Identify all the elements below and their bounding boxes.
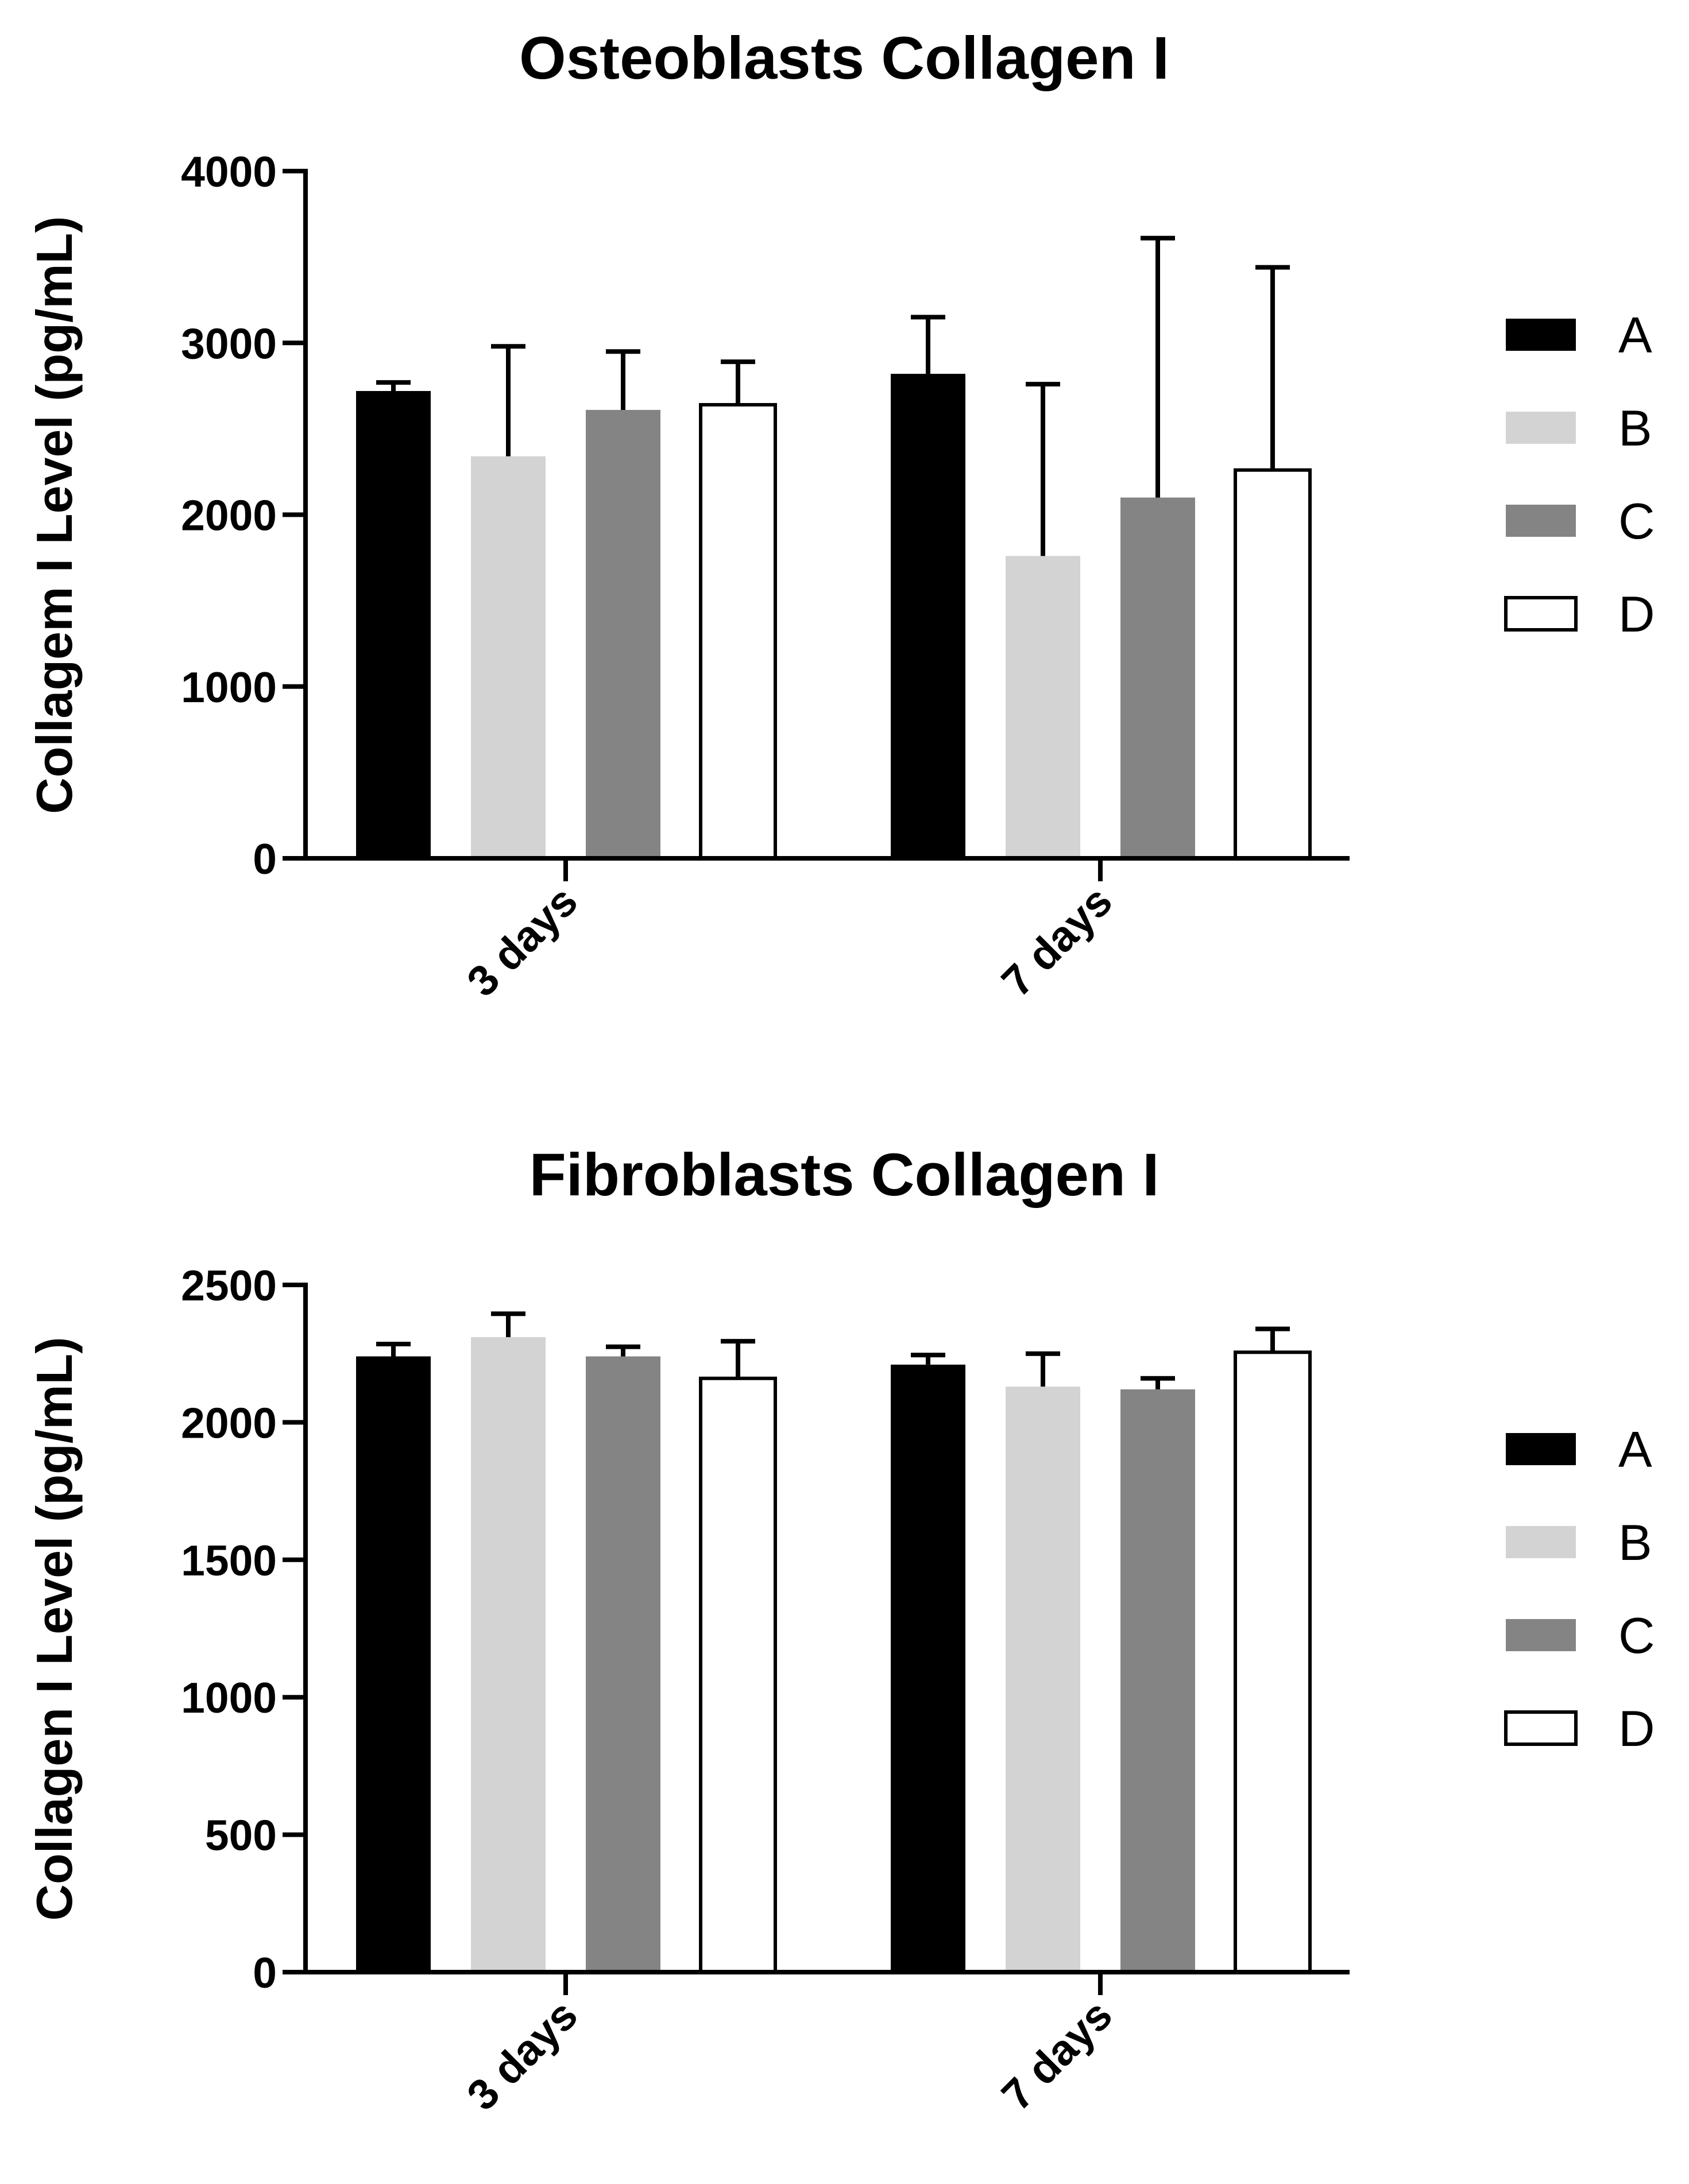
legend-label-b: B (1618, 400, 1652, 456)
bar-c-1 (1120, 1389, 1195, 1972)
bar-a-0 (356, 1356, 431, 1972)
bar-c-1 (1120, 497, 1195, 858)
bar-c-0 (586, 1356, 660, 1972)
legend-label-d: D (1618, 1700, 1655, 1757)
legend-swatch-c (1506, 505, 1576, 537)
bar-b-1 (1006, 1387, 1080, 1972)
bar-b-0 (471, 1337, 546, 1972)
y-tick-label: 1000 (181, 663, 277, 711)
bar-d-0 (699, 402, 777, 860)
bar-c-0 (586, 409, 660, 858)
osteoblasts-chart: Osteoblasts Collagen I Collagem I Level … (26, 25, 1655, 1005)
legend-swatch-d (1504, 596, 1578, 632)
y-axis-label: Collagem I Level (pg/mL) (26, 216, 83, 814)
y-tick-label: 2000 (181, 1399, 277, 1447)
y-tick-label: 1500 (181, 1536, 277, 1585)
y-tick-label: 3000 (181, 319, 277, 367)
chart-title: Fibroblasts Collagen I (529, 1141, 1160, 1209)
legend-swatch-b (1506, 412, 1576, 444)
legend-label-c: C (1618, 1607, 1655, 1664)
bar-a-1 (891, 374, 965, 858)
legend-swatch-a (1506, 319, 1576, 351)
bar-a-1 (891, 1364, 965, 1972)
x-tick-label: 3 days (458, 1991, 587, 2120)
y-tick-label: 0 (253, 835, 277, 883)
y-tick-label: 4000 (181, 148, 277, 196)
x-tick-label: 7 days (992, 877, 1122, 1006)
fibroblasts-chart: Fibroblasts Collagen I Collagen I Level … (26, 1141, 1655, 2119)
legend-label-d: D (1618, 586, 1655, 642)
y-tick-label: 0 (253, 1949, 277, 1997)
bar-b-1 (1006, 556, 1080, 858)
legend-swatch-b (1506, 1526, 1576, 1558)
x-tick-label: 7 days (992, 1991, 1122, 2120)
bar-d-0 (699, 1376, 777, 1974)
chart-title: Osteoblasts Collagen I (519, 25, 1169, 92)
bar-d-1 (1234, 1350, 1312, 1974)
bar-a-0 (356, 391, 431, 858)
y-tick-label: 1000 (181, 1674, 277, 1722)
y-tick-label: 2500 (181, 1261, 277, 1310)
legend-label-a: A (1618, 1421, 1652, 1478)
y-tick-label: 500 (205, 1811, 277, 1860)
y-tick-label: 2000 (181, 491, 277, 540)
bar-d-1 (1234, 468, 1312, 860)
legend-swatch-a (1506, 1433, 1576, 1465)
legend-swatch-c (1506, 1619, 1576, 1651)
legend-label-a: A (1618, 307, 1652, 363)
x-tick-label: 3 days (458, 877, 587, 1006)
legend-swatch-d (1504, 1710, 1578, 1746)
y-axis-label: Collagen I Level (pg/mL) (26, 1337, 83, 1921)
legend-label-b: B (1618, 1514, 1652, 1571)
bar-b-0 (471, 456, 546, 858)
legend-label-c: C (1618, 493, 1655, 549)
